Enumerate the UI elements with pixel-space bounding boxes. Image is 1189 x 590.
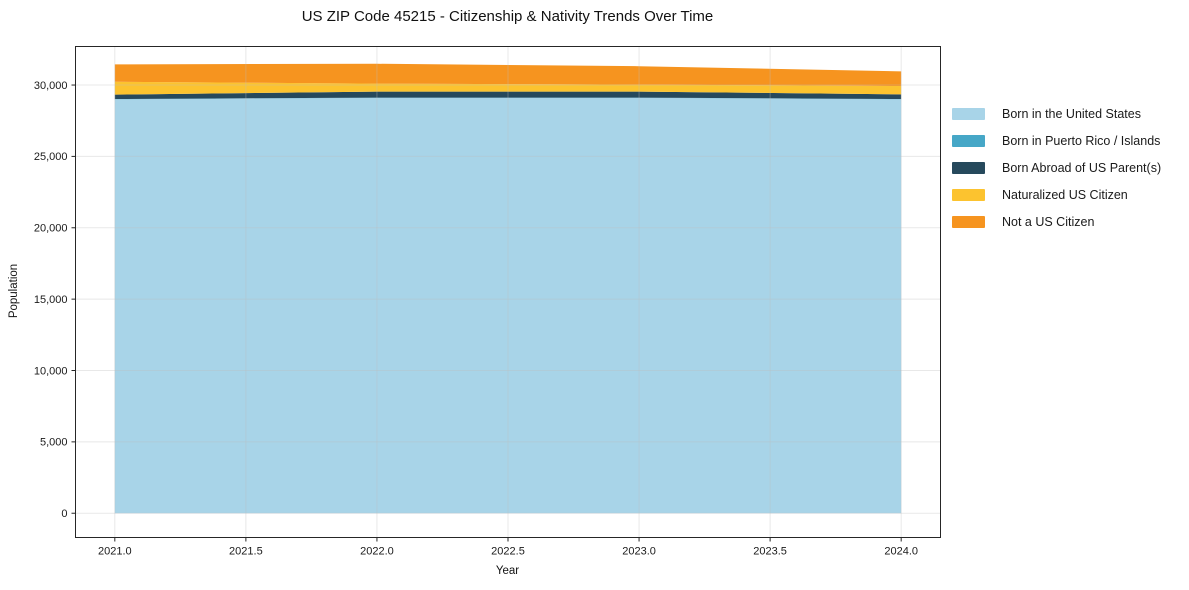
- x-tick-label: 2021.5: [229, 546, 263, 558]
- legend-label: Born Abroad of US Parent(s): [1002, 160, 1162, 175]
- x-tick-label: 2022.0: [360, 546, 394, 558]
- legend-item-3: Naturalized US Citizen: [952, 181, 1161, 208]
- legend-swatch-icon: [952, 188, 985, 201]
- legend-label: Not a US Citizen: [1002, 214, 1095, 229]
- legend: Born in the United States Born in Puerto …: [952, 100, 1161, 235]
- legend-swatch-icon: [952, 107, 985, 120]
- legend-item-0: Born in the United States: [952, 100, 1161, 127]
- legend-label: Born in the United States: [1002, 106, 1141, 121]
- legend-swatch-icon: [952, 215, 985, 228]
- x-tick-label: 2022.5: [491, 546, 525, 558]
- legend-label: Naturalized US Citizen: [1002, 187, 1128, 202]
- chart-title: US ZIP Code 45215 - Citizenship & Nativi…: [301, 8, 714, 25]
- area-series-1: [114, 97, 902, 100]
- legend-item-2: Born Abroad of US Parent(s): [952, 154, 1161, 181]
- y-tick-label: 10,000: [34, 365, 68, 377]
- x-axis-label: Year: [495, 565, 520, 577]
- y-axis-label: Population: [8, 263, 20, 319]
- x-tick-label: 2023.0: [622, 546, 656, 558]
- area-series-4: [114, 63, 902, 87]
- x-tick-label: 2021.0: [98, 546, 132, 558]
- y-tick-label: 15,000: [34, 294, 68, 306]
- y-tick-label: 5,000: [40, 437, 68, 449]
- area-series-0: [114, 97, 902, 514]
- area-series-3: [114, 81, 902, 95]
- y-tick-label: 0: [61, 508, 67, 520]
- legend-swatch-icon: [952, 161, 985, 174]
- legend-item-4: Not a US Citizen: [952, 208, 1161, 235]
- legend-label: Born in Puerto Rico / Islands: [1002, 133, 1161, 148]
- x-tick-label: 2024.0: [884, 546, 918, 558]
- y-tick-label: 30,000: [34, 80, 68, 92]
- legend-item-1: Born in Puerto Rico / Islands: [952, 127, 1161, 154]
- area-series-2: [114, 91, 902, 100]
- x-tick-label: 2023.5: [753, 546, 787, 558]
- y-tick-label: 25,000: [34, 151, 68, 163]
- legend-swatch-icon: [952, 134, 985, 147]
- y-tick-label: 20,000: [34, 223, 68, 235]
